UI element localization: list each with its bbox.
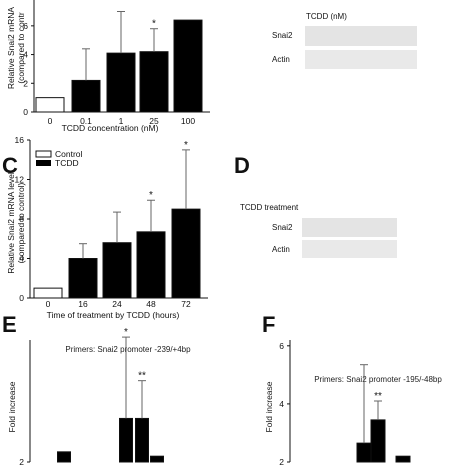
chart-c-ytick-label: 12 [15, 175, 25, 185]
legend-label-control: Control [55, 149, 83, 159]
blot-d-snai2-label: Snai2 [272, 223, 293, 232]
chart-e-significance-marker: ** [138, 371, 146, 382]
chart-c-bar [68, 258, 98, 299]
chart-a-xtick-label: 1 [119, 116, 124, 126]
chart-c-yaxis: 0 4 8 12 16 [15, 135, 31, 303]
chart-a-xaxis: 0 0.1 1 25 100 [34, 111, 210, 126]
blot-b-row-header: TCDD (nM) [306, 12, 347, 21]
chart-e-bar [150, 455, 164, 463]
blot-b: TCDD (nM) Snai2 Actin [272, 12, 417, 69]
panel-label-d: D [234, 153, 250, 178]
chart-a-bar [139, 51, 169, 113]
chart-e-bars: *** [57, 327, 164, 463]
chart-e-yaxis: 2 [19, 340, 31, 467]
chart-a-ylabel-line1: Relative Snai2 mRNA [6, 7, 16, 90]
chart-f-ytick-label: 2 [279, 457, 284, 467]
chart-a-bar [71, 79, 101, 113]
chart-c-xtick-label: 72 [181, 299, 191, 309]
panel-label-f: F [262, 312, 275, 337]
chart-c-ylabel: Relative Snai2 mRNA level (compared to c… [6, 172, 26, 274]
chart-c-bar [102, 242, 132, 299]
blot-b-snai2-strip [305, 26, 417, 46]
chart-c-xtick-label: 16 [78, 299, 88, 309]
chart-c-bar [136, 231, 166, 299]
chart-c-xlabel: Time of treatment by TCDD (hours) [47, 310, 180, 320]
chart-a-bar [106, 52, 136, 113]
chart-a-xtick-label: 0 [48, 116, 53, 126]
blot-d-row-header: TCDD treatment [240, 203, 299, 212]
blot-b-snai2-label: Snai2 [272, 31, 293, 40]
chart-f-significance-marker: ** [374, 391, 382, 402]
chart-a-ylabel: Relative Snai2 mRNA (compared to contr [6, 7, 26, 90]
chart-f-ylabel: Fold increase [264, 381, 274, 432]
chart-a-ytick-label: 0 [23, 107, 28, 117]
chart-c-ylabel-line2: (compared to control) [16, 182, 26, 263]
legend-label-tcdd: TCDD [55, 158, 79, 168]
chart-e-significance-marker: * [124, 327, 128, 338]
chart-c-xtick-label: 24 [112, 299, 122, 309]
chart-a-bar [173, 19, 203, 113]
blot-b-actin-label: Actin [272, 55, 290, 64]
chart-e: E Primers: Snai2 promoter -239/+4bp Fold… [2, 312, 191, 467]
chart-c-ytick-label: 16 [15, 135, 25, 145]
blot-d-actin-strip [302, 240, 397, 258]
chart-c-legend: Control TCDD [35, 149, 83, 168]
chart-c-ytick-label: 4 [19, 254, 24, 264]
panel-label-e: E [2, 312, 17, 337]
chart-e-bar [57, 451, 71, 463]
chart-f-bar [395, 455, 411, 463]
chart-f-title: Primers: Snai2 promoter -195/-48bp [314, 375, 442, 384]
chart-f-ytick-label: 4 [279, 399, 284, 409]
legend-swatch-control [35, 150, 52, 158]
chart-c-bar [171, 208, 201, 299]
chart-a: Relative Snai2 mRNA (compared to contr 0… [6, 0, 210, 133]
chart-c-ylabel-line1: Relative Snai2 mRNA level [6, 172, 16, 274]
chart-c-bar [33, 287, 63, 299]
chart-f-bar [356, 442, 372, 463]
chart-f: F Primers: Snai2 promoter -195/-48bp Fol… [262, 312, 442, 467]
chart-f-bar [370, 419, 386, 463]
chart-c-ytick-label: 0 [19, 293, 24, 303]
chart-f-ytick-label: 6 [279, 341, 284, 351]
panel-label-c: C [2, 153, 18, 178]
chart-e-title: Primers: Snai2 promoter -239/+4bp [65, 345, 191, 354]
chart-e-bar [135, 417, 149, 463]
chart-a-xtick-label: 100 [181, 116, 195, 126]
blot-d-snai2-strip [302, 218, 397, 237]
blot-d-actin-label: Actin [272, 245, 290, 254]
chart-a-bar [35, 97, 65, 113]
chart-a-xtick-label: 0.1 [80, 116, 92, 126]
chart-e-ylabel: Fold increase [7, 381, 17, 432]
blot-b-actin-strip [305, 50, 417, 69]
chart-a-bars: * [35, 10, 203, 113]
chart-c-significance-marker: * [184, 140, 188, 151]
chart-a-yaxis: 0 2 4 6 [23, 0, 35, 117]
chart-a-ylabel-line2: (compared to contr [16, 12, 26, 84]
chart-f-yaxis: 2 4 6 [279, 340, 291, 467]
chart-c-xtick-label: 48 [146, 299, 156, 309]
chart-e-ytick-label: 2 [19, 457, 24, 467]
chart-c: C Relative Snai2 mRNA level (compared to… [2, 135, 208, 320]
blot-d: D TCDD treatment Snai2 Actin [234, 153, 397, 258]
chart-e-bar [119, 417, 133, 463]
chart-f-bars: ** [356, 364, 411, 463]
chart-a-ytick-label: 4 [23, 50, 28, 60]
chart-c-xtick-label: 0 [46, 299, 51, 309]
legend-swatch-tcdd [36, 160, 51, 166]
chart-c-xaxis: 0 16 24 48 72 [30, 297, 208, 309]
chart-a-significance-marker: * [152, 19, 156, 30]
chart-c-significance-marker: * [149, 190, 153, 201]
chart-a-xlabel: TCDD concentration (nM) [62, 123, 159, 133]
chart-a-ytick-label: 6 [23, 21, 28, 31]
chart-a-ytick-label: 2 [23, 78, 28, 88]
chart-c-ytick-label: 8 [19, 214, 24, 224]
chart-a-xtick-label: 25 [149, 116, 159, 126]
